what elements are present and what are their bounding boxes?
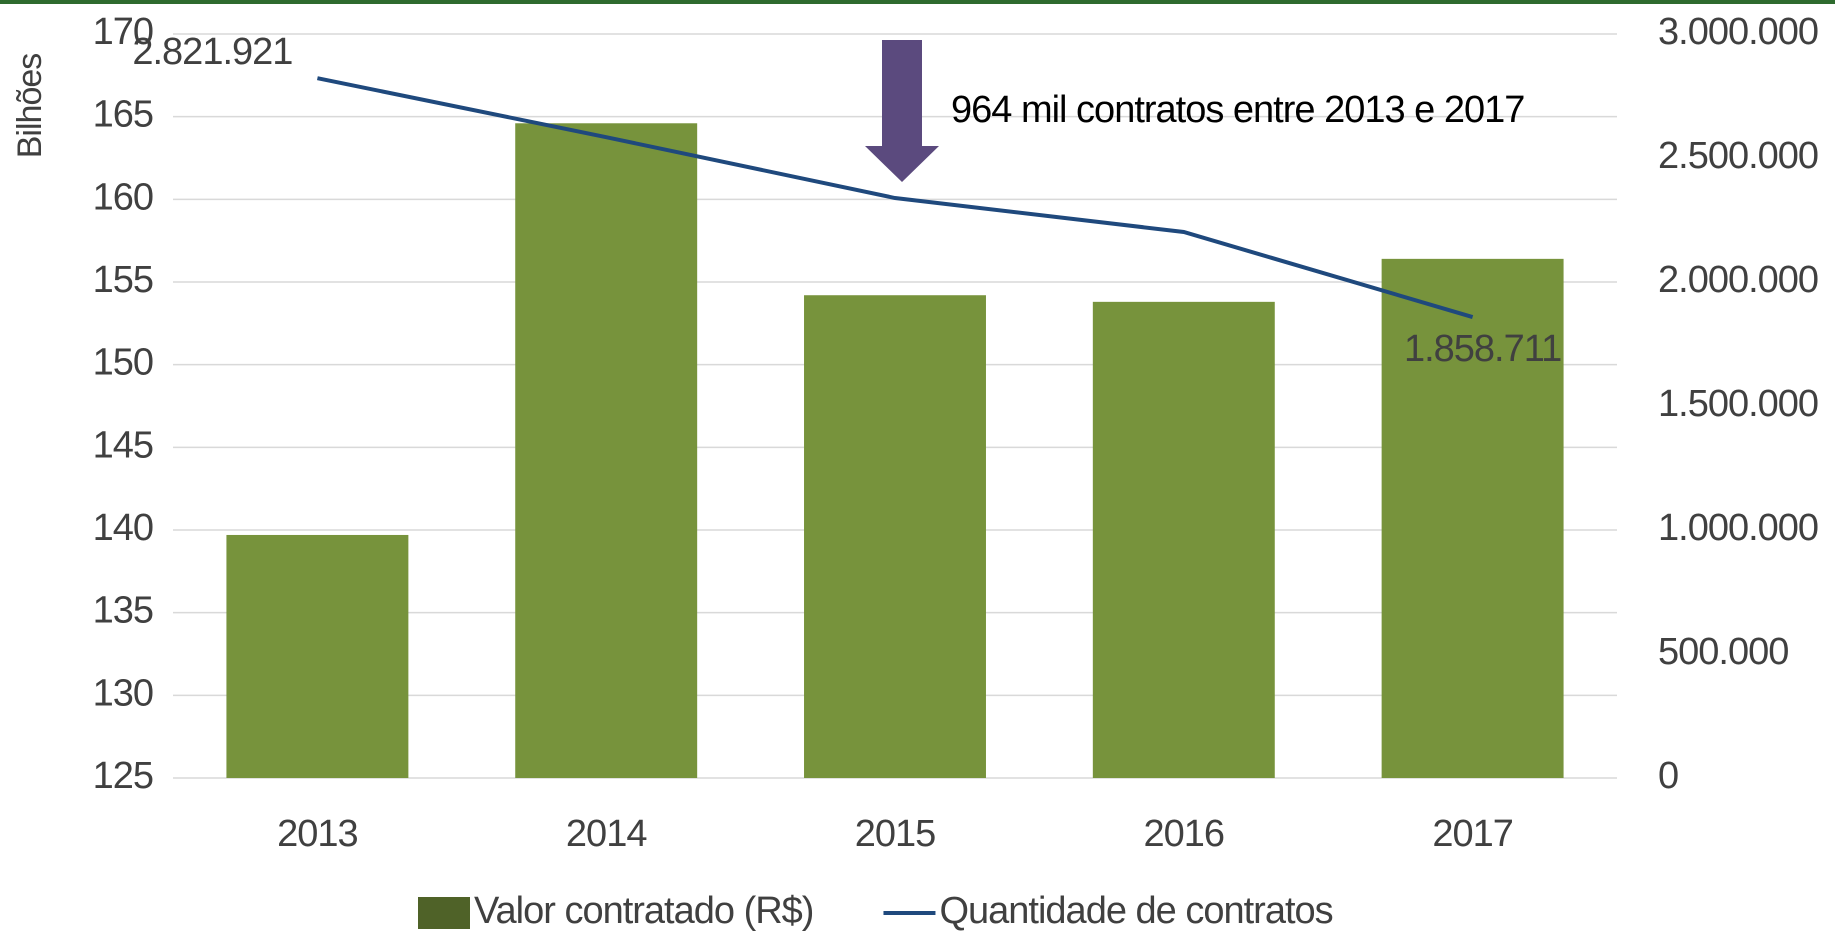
- y-tick-label: 145: [93, 424, 153, 466]
- y2-tick-label: 2.000.000: [1658, 259, 1818, 301]
- y-tick-label: 160: [93, 176, 153, 218]
- bar: [515, 123, 698, 778]
- y2-tick-label: 2.500.000: [1658, 135, 1818, 177]
- y2-tick-label: 1.000.000: [1658, 507, 1818, 549]
- legend-label: Quantidade de contratos: [939, 890, 1332, 932]
- y2-tick-label: 0: [1658, 755, 1678, 797]
- x-tick-label: 2016: [1144, 813, 1225, 855]
- x-tick-label: 2015: [855, 813, 936, 855]
- y-tick-label: 170: [93, 11, 153, 53]
- y-axis-label: Bilhões: [11, 54, 49, 159]
- annotation: 964 mil contratos entre 2013 e 2017: [951, 89, 1524, 131]
- y-tick-label: 150: [93, 342, 153, 384]
- y2-tick-label: 1.500.000: [1658, 383, 1818, 425]
- line: [316, 76, 1474, 319]
- y2-tick-label: 500.000: [1658, 631, 1788, 673]
- y-tick-label: 165: [93, 94, 153, 136]
- y-tick-label: 155: [93, 259, 153, 301]
- legend-swatch: [418, 897, 470, 929]
- x-tick-label: 2014: [566, 813, 647, 855]
- legend-label: Valor contratado (R$): [474, 890, 813, 932]
- y-tick-label: 130: [93, 672, 153, 714]
- bar: [1092, 301, 1275, 778]
- y-tick-label: 140: [93, 507, 153, 549]
- bar: [804, 295, 986, 778]
- annotation-arrow: [865, 40, 939, 182]
- top-band: [0, 0, 1835, 4]
- y-tick-label: 125: [93, 755, 153, 797]
- bar: [1381, 258, 1564, 778]
- y-tick-label: 135: [93, 590, 153, 632]
- x-tick-label: 2013: [277, 813, 358, 855]
- value-label: 1.858.711: [1404, 328, 1561, 370]
- value-label: 2.821.921: [132, 31, 292, 73]
- y2-tick-label: 3.000.000: [1658, 11, 1818, 53]
- x-tick-label: 2017: [1432, 813, 1513, 855]
- bar: [226, 534, 409, 778]
